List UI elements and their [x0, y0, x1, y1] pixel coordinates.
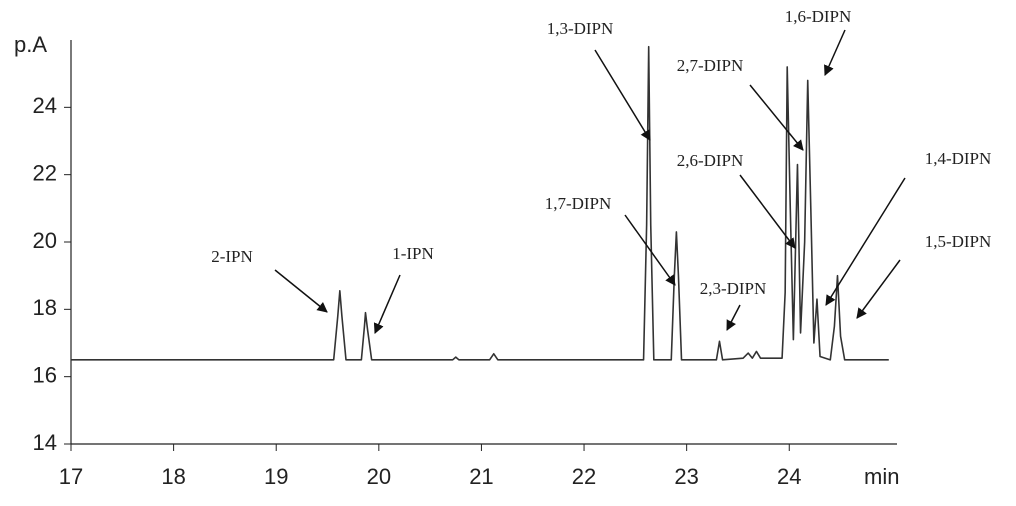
- peak-arrow: [739, 174, 796, 249]
- peak-arrow: [624, 214, 676, 286]
- x-tick-label: 19: [264, 464, 288, 489]
- peak-label: 2,7-DIPN: [677, 56, 744, 75]
- x-tick-label: 21: [469, 464, 493, 489]
- y-tick-label: 14: [33, 430, 57, 455]
- y-tick-label: 24: [33, 93, 57, 118]
- peak-arrow: [594, 49, 651, 141]
- peak-arrow: [726, 304, 741, 331]
- x-tick-label: 18: [161, 464, 185, 489]
- peak-arrow: [856, 259, 901, 319]
- chromatogram-line: [71, 45, 889, 361]
- peak-label: 1,7-DIPN: [545, 194, 612, 213]
- x-tick-label: 24: [777, 464, 801, 489]
- peak-arrow: [274, 269, 328, 313]
- x-tick-label: 20: [367, 464, 391, 489]
- peak-label: 2,3-DIPN: [700, 279, 767, 298]
- peak-label: 1,6-DIPN: [785, 7, 852, 26]
- y-tick-label: 22: [33, 160, 57, 185]
- x-tick-label: 22: [572, 464, 596, 489]
- x-tick-label: 23: [674, 464, 698, 489]
- x-tick-label: 17: [59, 464, 83, 489]
- peak-label: 1,3-DIPN: [547, 19, 614, 38]
- peak-label: 2,6-DIPN: [677, 151, 744, 170]
- peak-label: 1,4-DIPN: [925, 149, 992, 168]
- peak-label: 1,5-DIPN: [925, 232, 992, 251]
- peak-arrow: [749, 84, 804, 151]
- y-tick-label: 20: [33, 228, 57, 253]
- y-tick-label: 16: [33, 362, 57, 387]
- y-axis-label: p.A: [14, 32, 47, 57]
- y-tick-label: 18: [33, 295, 57, 320]
- peak-arrow: [373, 274, 401, 334]
- x-axis-label: min: [864, 464, 899, 489]
- peak-arrow: [825, 177, 906, 306]
- peak-label: 2-IPN: [211, 247, 253, 266]
- peak-label: 1-IPN: [392, 244, 434, 263]
- peak-arrow: [824, 29, 846, 76]
